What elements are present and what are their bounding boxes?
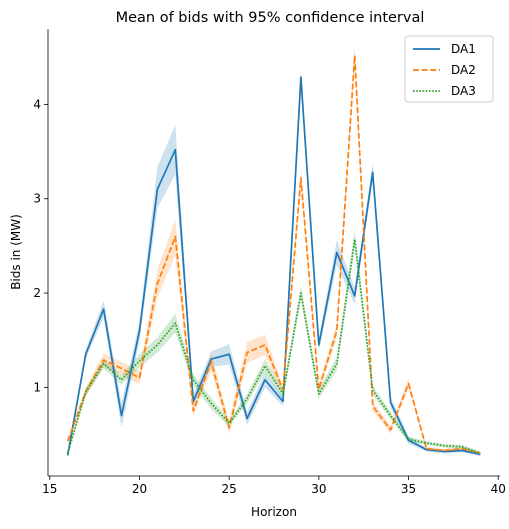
ci-band-da1 <box>68 71 481 458</box>
legend: DA1 DA2 DA3 <box>405 36 493 102</box>
y-tick-label: 1 <box>33 380 41 394</box>
x-tick-label: 15 <box>42 482 57 496</box>
legend-label-da1: DA1 <box>451 42 476 56</box>
confidence-bands <box>68 46 481 457</box>
legend-label-da3: DA3 <box>451 84 476 98</box>
y-axis-label: Bids in (MW) <box>9 214 23 290</box>
x-tick-label: 30 <box>311 482 326 496</box>
y-tick-label: 4 <box>33 97 41 111</box>
legend-label-da2: DA2 <box>451 63 476 77</box>
x-axis-label: Horizon <box>251 505 297 519</box>
legend-box <box>405 36 493 102</box>
y-tick-label: 2 <box>33 286 41 300</box>
y-ticks: 1 2 3 4 <box>33 97 48 394</box>
y-tick-label: 3 <box>33 192 41 206</box>
series-line-da1 <box>68 77 481 455</box>
chart-title: Mean of bids with 95% confidence interva… <box>116 10 425 26</box>
x-tick-label: 25 <box>222 482 237 496</box>
x-tick-label: 20 <box>132 482 147 496</box>
x-tick-label: 40 <box>491 482 506 496</box>
x-tick-label: 35 <box>401 482 416 496</box>
x-ticks: 15 20 25 30 35 40 <box>42 476 506 496</box>
